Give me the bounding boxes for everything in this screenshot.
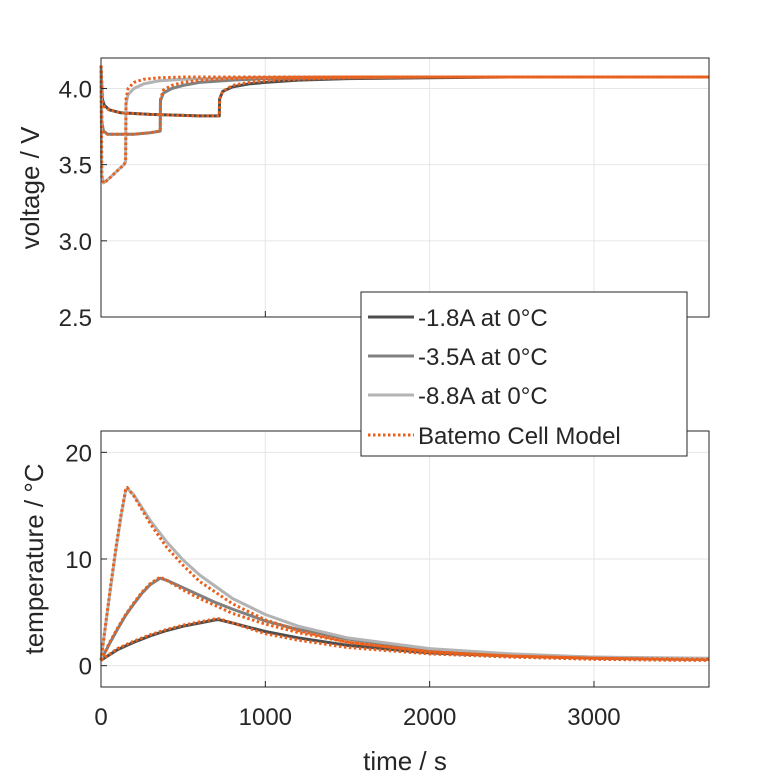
legend-entry-3: -8.8A at 0°C <box>368 383 548 410</box>
y-tick-label: 4.0 <box>59 76 92 103</box>
y-tick-label: 2.5 <box>59 305 92 332</box>
y-tick-label: 0 <box>79 654 92 681</box>
series-line-batemo-cell-model <box>99 65 709 185</box>
voltage-panel: 2.5 3.0 3.5 4.0 voltage / V <box>15 57 710 332</box>
legend-box <box>360 291 688 457</box>
legend-entry-2: -3.5A at 0°C <box>368 344 548 371</box>
legend-label: -8.8A at 0°C <box>418 383 548 410</box>
legend-entry-4: Batemo Cell Model <box>368 423 621 450</box>
y-tick-label: 20 <box>65 440 92 467</box>
legend-entry-1: -1.8A at 0°C <box>368 305 548 332</box>
voltage-ticks: 2.5 3.0 3.5 4.0 <box>59 76 595 332</box>
x-tick-label: 1000 <box>239 704 292 731</box>
y-tick-label: 10 <box>65 547 92 574</box>
temperature-ticks: 0 1000 2000 3000 0 10 20 <box>65 440 620 731</box>
voltage-series-lines <box>99 65 709 185</box>
legend-label: Batemo Cell Model <box>418 423 621 450</box>
temperature-ylabel: temperature / °C <box>19 463 49 654</box>
y-tick-label: 3.5 <box>59 153 92 180</box>
y-tick-label: 3.0 <box>59 229 92 256</box>
series-line-batemo-cell-model <box>99 486 710 661</box>
voltage-plot-area <box>101 58 709 317</box>
x-tick-label: 3000 <box>567 704 620 731</box>
legend: -1.8A at 0°C -3.5A at 0°C -8.8A at 0°C B… <box>360 291 688 457</box>
x-tick-label: 2000 <box>403 704 456 731</box>
x-tick-label: 0 <box>94 704 107 731</box>
series-line-batemo-cell-model <box>99 65 709 136</box>
series-line-batemo-cell-model <box>100 617 709 662</box>
temperature-series-lines <box>99 486 710 662</box>
legend-label: -1.8A at 0°C <box>418 305 548 332</box>
legend-label: -3.5A at 0°C <box>418 344 548 371</box>
time-xlabel: time / s <box>363 746 447 776</box>
voltage-ylabel: voltage / V <box>15 126 45 250</box>
series-line-batemo-cell-model <box>99 575 710 662</box>
temperature-panel: 0 1000 2000 3000 0 10 20 temperature / °C time… <box>19 430 710 776</box>
